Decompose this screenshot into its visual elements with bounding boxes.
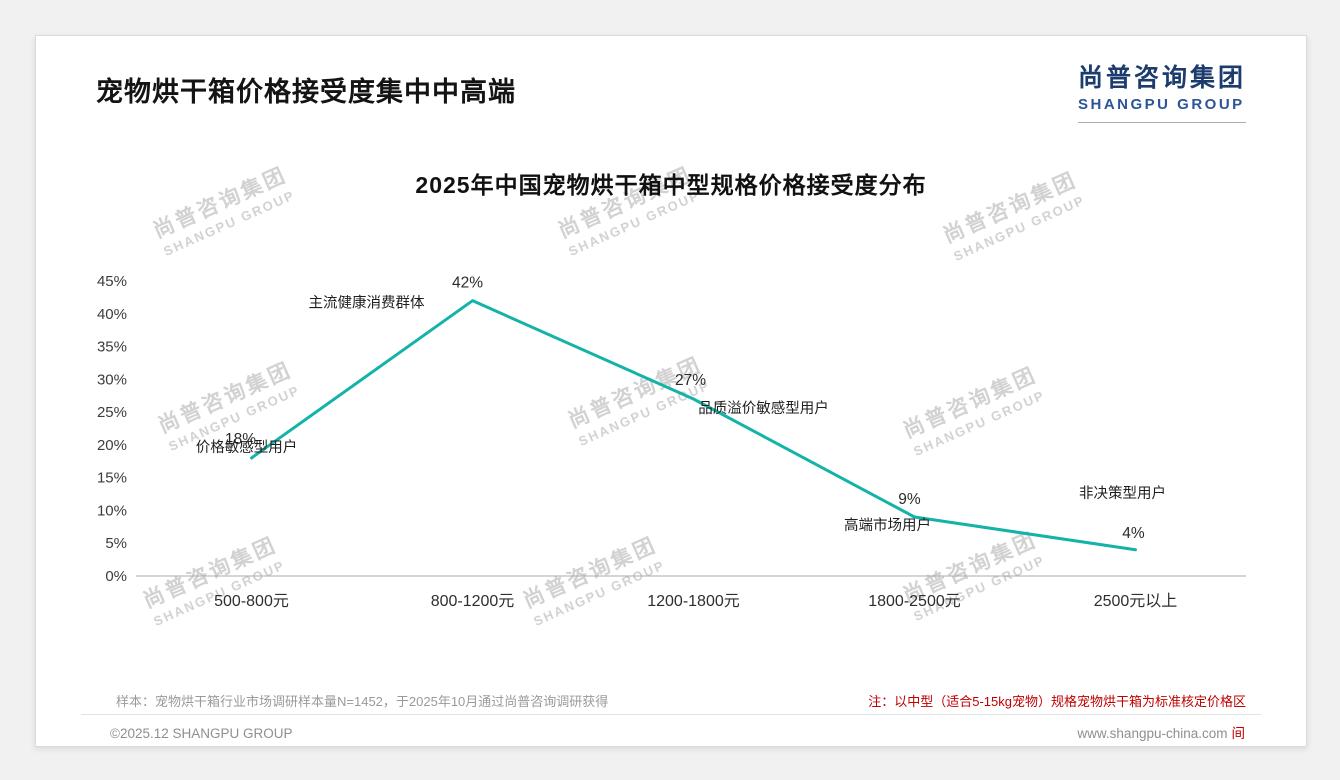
logo-cn-text: 尚普咨询集团	[1077, 64, 1246, 92]
chart-title: 2025年中国宠物烘干箱中型规格价格接受度分布	[415, 172, 927, 198]
point-value-label: 27%	[675, 372, 706, 389]
point-annotation: 价格敏感型用户	[196, 439, 298, 456]
y-tick-label: 30%	[97, 371, 127, 388]
point-annotation: 品质溢价敏感型用户	[698, 400, 829, 417]
point-annotation: 主流健康消费群体	[309, 295, 425, 312]
y-tick-label: 25%	[97, 404, 127, 421]
price-basis-note: 注：以中型（适合5-15kg宠物）规格宠物烘干箱为标准核定价格区	[868, 694, 1246, 709]
notes-row: 样本：宠物烘干箱行业市场调研样本量N=1452，于2025年10月通过尚普咨询调…	[116, 691, 1246, 710]
website: www.shangpu-china.com 间	[1077, 722, 1245, 742]
y-tick-label: 0%	[105, 568, 127, 585]
y-tick-label: 35%	[97, 339, 127, 356]
sample-note: 样本：宠物烘干箱行业市场调研样本量N=1452，于2025年10月通过尚普咨询调…	[116, 694, 609, 709]
website-red-mark: 间	[1231, 726, 1246, 741]
point-annotation: 高端市场用户	[844, 517, 931, 534]
trend-line	[250, 299, 1137, 552]
page-title: 宠物烘干箱价格接受度集中中高端	[96, 77, 516, 107]
point-value-label: 18%	[225, 431, 256, 448]
slide-card: 尚普咨询集团 SHANGPU GROUP 尚普咨询集团 SHANGPU GROUP 尚普…	[35, 35, 1307, 747]
y-tick-label: 45%	[97, 273, 127, 290]
x-category-label: 1200-1800元	[647, 593, 740, 610]
copyright: ©2025.12 SHANGPU GROUP	[110, 726, 293, 741]
company-logo: 尚普咨询集团 SHANGPU GROUP	[1077, 58, 1246, 123]
website-url: www.shangpu-china.com	[1077, 726, 1228, 741]
y-tick-label: 5%	[105, 535, 127, 552]
x-category-label: 2500元以上	[1094, 592, 1178, 610]
point-annotation: 非决策型用户	[1079, 485, 1166, 502]
y-tick-label: 10%	[97, 502, 127, 519]
point-value-label: 9%	[898, 491, 921, 508]
y-tick-label: 20%	[97, 437, 127, 454]
y-tick-label: 40%	[97, 306, 127, 323]
x-category-label: 500-800元	[214, 593, 289, 610]
point-value-label: 42%	[452, 275, 483, 292]
footer-row: ©2025.12 SHANGPU GROUP www.shangpu-china…	[81, 714, 1261, 742]
y-tick-label: 15%	[97, 470, 127, 487]
logo-en-text: SHANGPU GROUP	[1077, 96, 1245, 113]
x-category-label: 1800-2500元	[868, 593, 961, 610]
line-chart: 45% 40% 35% 30% 25% 20% 15% 10% 5% 0% 500-800元 800-…	[97, 273, 1246, 610]
point-value-label: 4%	[1122, 525, 1145, 542]
slide-content: 宠物烘干箱价格接受度集中中高端 尚普咨询集团 SHANGPU GROUP 202…	[36, 36, 1306, 746]
x-category-label: 800-1200元	[431, 593, 515, 610]
